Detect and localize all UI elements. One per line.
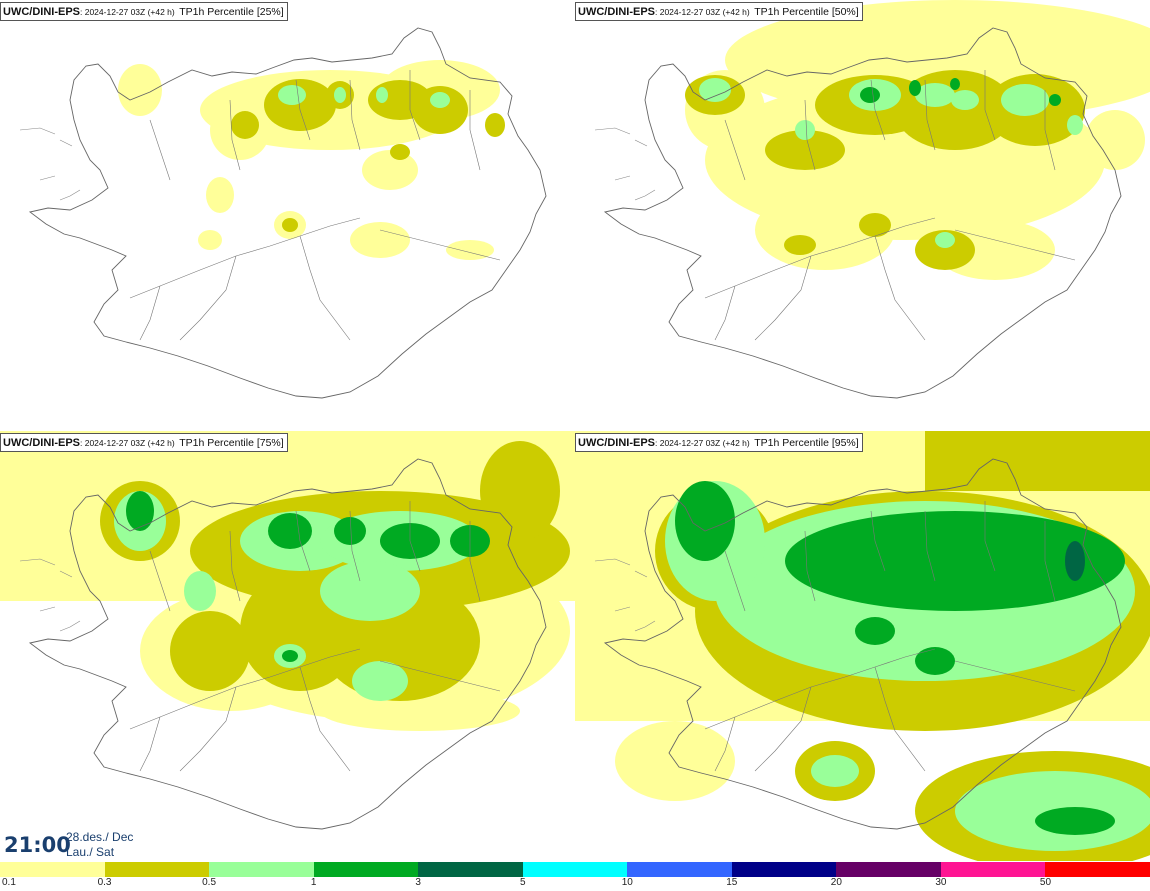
valid-date-line2: Lau./ Sat — [66, 845, 115, 859]
colorbar-segment — [940, 862, 1046, 877]
precip-map-p75 — [0, 431, 575, 830]
valid-date-line1: 28.des./ Dec — [66, 830, 134, 844]
model-name: UWC/DINI-EPS — [3, 6, 80, 18]
parameter-label: TP1h Percentile [75%] — [179, 437, 284, 449]
model-name: UWC/DINI-EPS — [3, 437, 80, 449]
colorbar-tick-label: 0.5 — [202, 877, 217, 888]
run-info: : 2024-12-27 03Z (+42 h) — [655, 7, 750, 17]
colorbar-segment — [418, 862, 523, 877]
colorbar-tick-label: 50 — [1039, 877, 1052, 888]
colorbar-ticks: 0.1 0.3 0.5 1 3 5 10 15 20 30 50 — [0, 877, 1150, 891]
colorbar-tick-label: 20 — [830, 877, 842, 888]
parameter-label: TP1h Percentile [95%] — [754, 437, 859, 449]
parameter-label: TP1h Percentile [50%] — [754, 6, 859, 18]
panel-title: UWC/DINI-EPS: 2024-12-27 03Z (+42 h) TP1… — [0, 2, 288, 21]
colorbar-segment — [1045, 862, 1150, 877]
panel-title: UWC/DINI-EPS: 2024-12-27 03Z (+42 h) TP1… — [575, 2, 863, 21]
colorbar-segment — [0, 862, 105, 877]
colorbar-tick-label: 0.1 — [2, 877, 16, 888]
panel-title: UWC/DINI-EPS: 2024-12-27 03Z (+42 h) TP1… — [0, 433, 288, 452]
colorbar-tick-label: 0.3 — [97, 877, 112, 888]
map-panel-p95: UWC/DINI-EPS: 2024-12-27 03Z (+42 h) TP1… — [575, 431, 1150, 861]
parameter-label: TP1h Percentile [25%] — [179, 6, 284, 18]
run-info: : 2024-12-27 03Z (+42 h) — [80, 438, 175, 448]
colorbar — [0, 862, 1150, 877]
colorbar-tick-label: 30 — [935, 877, 947, 888]
colorbar-segment — [731, 862, 837, 877]
run-info: : 2024-12-27 03Z (+42 h) — [80, 7, 175, 17]
run-info: : 2024-12-27 03Z (+42 h) — [655, 438, 750, 448]
model-name: UWC/DINI-EPS — [578, 6, 655, 18]
colorbar-segment — [209, 862, 314, 877]
colorbar-segment — [522, 862, 628, 877]
colorbar-tick-label: 5 — [519, 877, 526, 888]
valid-time-box: 21:00 28.des./ Dec Lau./ Sat — [0, 829, 140, 863]
colorbar-tick-label: 15 — [726, 877, 738, 888]
map-panel-p75: UWC/DINI-EPS: 2024-12-27 03Z (+42 h) TP1… — [0, 431, 575, 861]
map-panel-p50: UWC/DINI-EPS: 2024-12-27 03Z (+42 h) TP1… — [575, 0, 1150, 430]
colorbar-segment — [104, 862, 210, 877]
map-panel-p25: UWC/DINI-EPS: 2024-12-27 03Z (+42 h) TP1… — [0, 0, 575, 430]
panel-title: UWC/DINI-EPS: 2024-12-27 03Z (+42 h) TP1… — [575, 433, 863, 452]
valid-date: 28.des./ Dec Lau./ Sat — [66, 830, 133, 860]
colorbar-tick-label: 1 — [310, 877, 317, 888]
colorbar-segment — [836, 862, 941, 877]
precip-map-p50 — [594, 0, 1150, 399]
colorbar-segment — [313, 862, 419, 877]
valid-time: 21:00 — [4, 833, 71, 857]
colorbar-tick-label: 3 — [415, 877, 421, 888]
colorbar-tick-label: 10 — [621, 877, 633, 888]
colorbar-segment — [627, 862, 732, 877]
model-name: UWC/DINI-EPS — [578, 437, 655, 449]
precip-map-p95 — [575, 431, 1150, 861]
precip-map-p25 — [19, 27, 547, 399]
